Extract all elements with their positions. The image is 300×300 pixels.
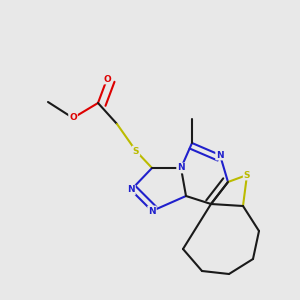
Text: N: N: [177, 164, 185, 172]
Text: O: O: [103, 74, 111, 83]
Text: S: S: [133, 146, 139, 155]
Text: O: O: [69, 113, 77, 122]
Text: N: N: [216, 151, 224, 160]
Text: N: N: [127, 185, 135, 194]
Text: N: N: [148, 206, 156, 215]
Text: S: S: [244, 170, 250, 179]
